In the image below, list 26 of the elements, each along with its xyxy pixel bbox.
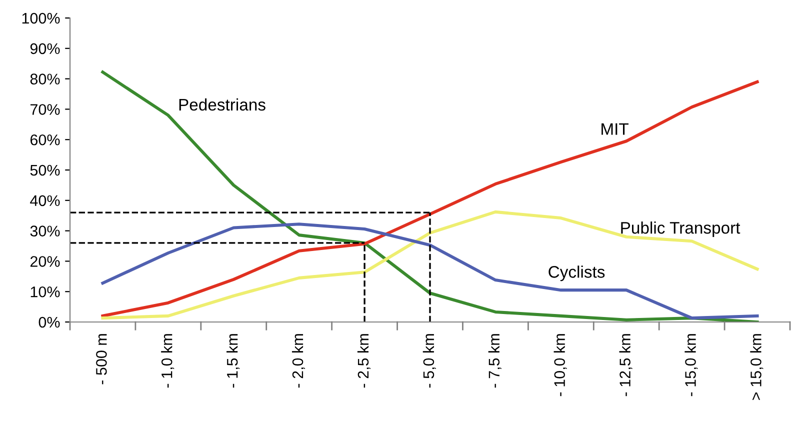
series-label: Pedestrians: [179, 98, 266, 111]
x-tick-label: - 12,5 km: [619, 334, 632, 396]
series-label: Cyclists: [548, 266, 605, 282]
x-tick-label: - 10,0 km: [554, 334, 567, 396]
x-tick-label: - 7,5 km: [488, 334, 502, 388]
y-tick-label: 60%: [30, 134, 60, 146]
x-tick-label: > 15,0 km: [750, 334, 764, 400]
y-tick-label: 90%: [30, 43, 60, 54]
x-tick-label: - 2,5 km: [357, 334, 370, 388]
x-tick-label: - 15,0 km: [684, 334, 698, 396]
x-tick-label: - 500 m: [96, 334, 107, 384]
y-tick-label: 30%: [30, 226, 60, 236]
y-tick-label: 40%: [30, 195, 60, 206]
series-label: MIT: [602, 123, 628, 135]
x-tick-label: - 1,0 km: [161, 334, 174, 388]
y-tick-label: 80%: [30, 74, 60, 84]
y-tick-label: 100%: [22, 12, 60, 24]
y-tick-label: 0%: [38, 316, 60, 328]
x-tick-label: - 2,0 km: [292, 334, 305, 388]
x-tick-label: - 1,5 km: [226, 334, 240, 388]
y-tick-label: 10%: [30, 286, 60, 298]
x-tick-label: - 5,0 km: [422, 334, 436, 388]
y-tick-label: 50%: [30, 164, 60, 176]
series-label: Public Transport: [621, 222, 740, 238]
y-tick-label: 20%: [30, 256, 60, 267]
y-tick-label: 70%: [30, 104, 60, 115]
